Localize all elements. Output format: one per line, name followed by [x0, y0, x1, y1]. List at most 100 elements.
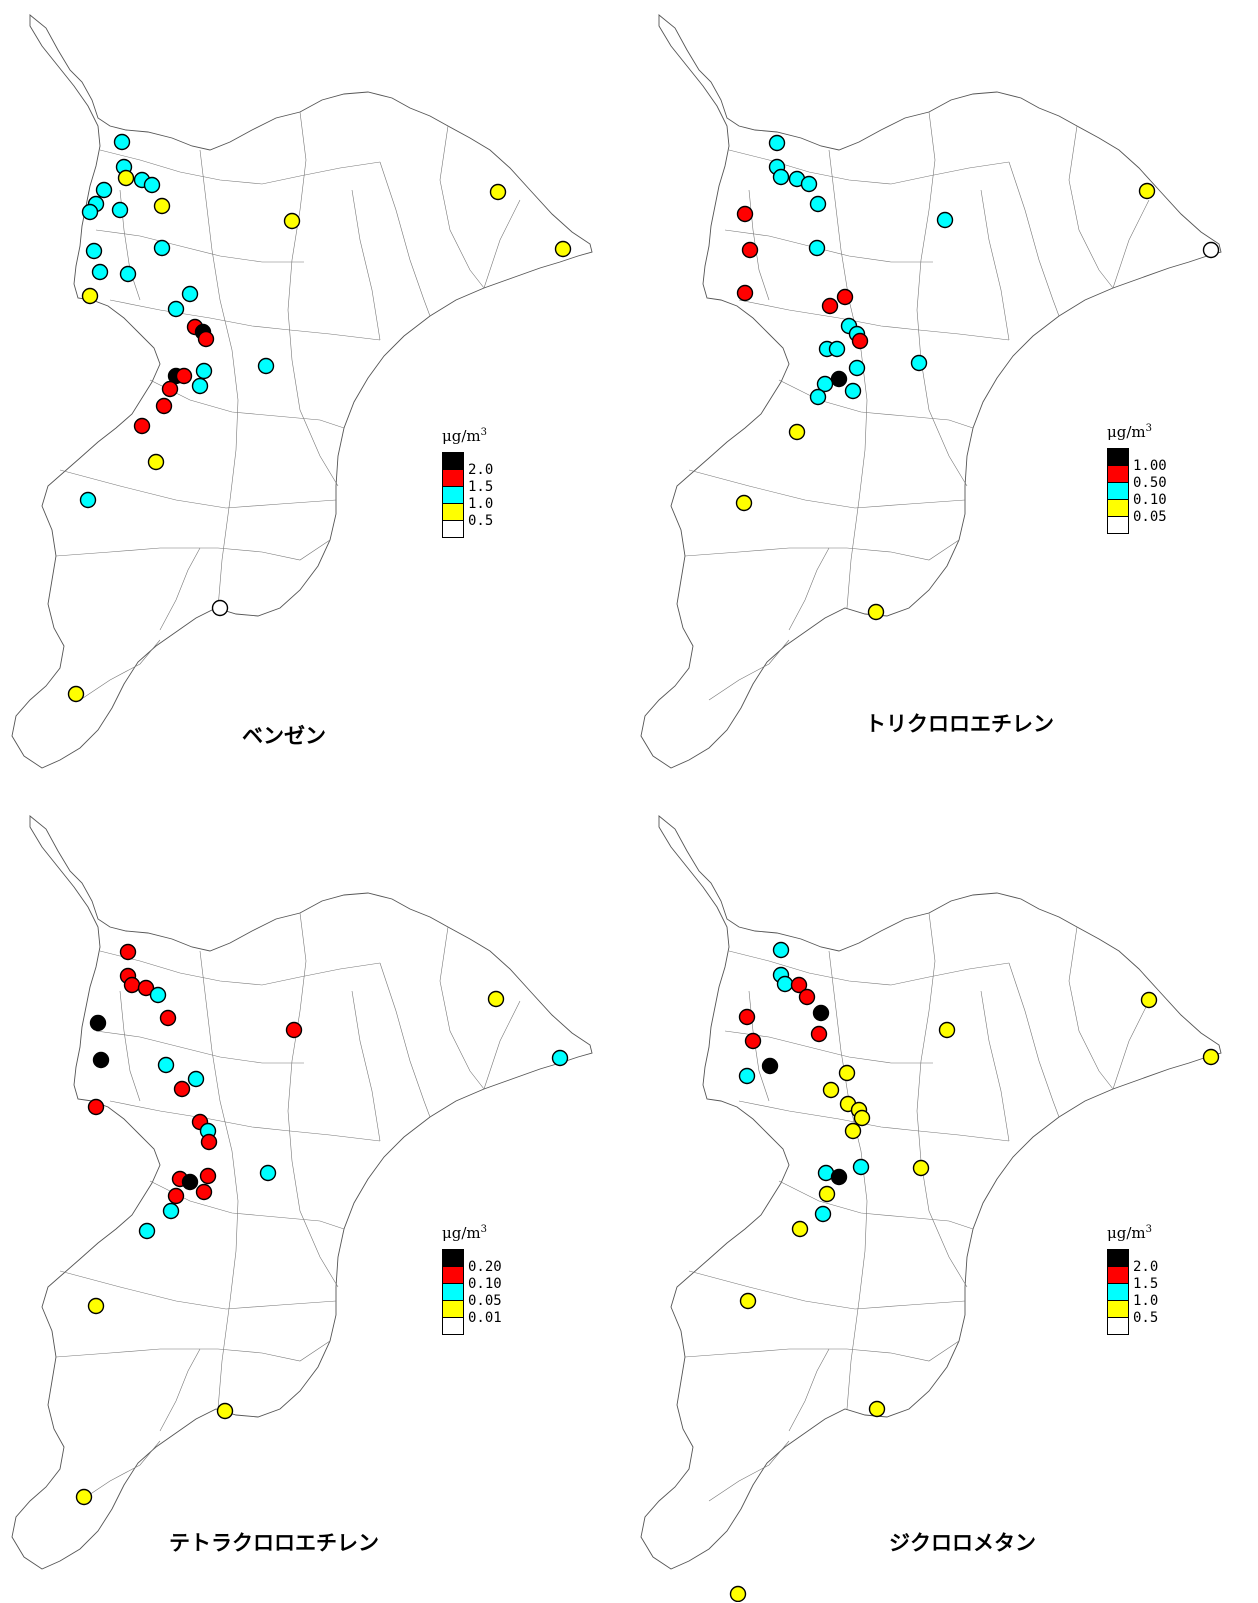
- monitoring-station-marker: [774, 943, 789, 958]
- map-title-trichloroethylene: トリクロロエチレン: [865, 708, 1054, 738]
- monitoring-station-marker: [556, 242, 571, 257]
- monitoring-station-marker: [832, 1170, 847, 1185]
- legend-label: 1.0: [468, 496, 493, 513]
- monitoring-station-marker: [157, 399, 172, 414]
- legend-unit: μg/m3: [1107, 423, 1152, 441]
- monitoring-station-marker: [285, 214, 300, 229]
- legend-swatch: [442, 486, 464, 504]
- legend-labels: 1.00 0.50 0.10 0.05: [1133, 458, 1167, 526]
- monitoring-station-marker: [840, 1066, 855, 1081]
- legend-swatch: [442, 1249, 464, 1267]
- legend-labels: 2.0 1.5 1.0 0.5: [1133, 1259, 1158, 1327]
- monitoring-station-marker: [869, 605, 884, 620]
- legend-swatch: [1107, 448, 1129, 466]
- monitoring-station-marker: [193, 379, 208, 394]
- map-title-tetrachloroethylene: テトラクロロエチレン: [169, 1527, 379, 1557]
- monitoring-station-marker: [201, 1169, 216, 1184]
- legend-swatches: [1107, 1250, 1129, 1335]
- legend-label: 0.20: [468, 1259, 502, 1276]
- monitoring-station-marker: [91, 1016, 106, 1031]
- monitoring-station-marker: [738, 286, 753, 301]
- map-title-benzene: ベンゼン: [242, 720, 326, 750]
- legend-swatch: [442, 1283, 464, 1301]
- monitoring-station-marker: [553, 1051, 568, 1066]
- monitoring-station-marker: [197, 1185, 212, 1200]
- legend-swatch: [1107, 1249, 1129, 1267]
- monitoring-station-marker: [145, 178, 160, 193]
- monitoring-station-marker: [738, 207, 753, 222]
- map-panel-benzene: ベンゼン μg/m3 2.0 1.5 1.0 0.5: [0, 0, 629, 801]
- monitoring-station-marker: [189, 1072, 204, 1087]
- legend-label: 1.0: [1133, 1293, 1158, 1310]
- map-panel-dichloromethane: ジクロロメタン μg/m3 2.0 1.5 1.0 0.5: [629, 801, 1258, 1602]
- monitoring-station-marker: [218, 1404, 233, 1419]
- monitoring-station-marker: [175, 1082, 190, 1097]
- monitoring-station-marker: [746, 1034, 761, 1049]
- legend-labels: 2.0 1.5 1.0 0.5: [468, 462, 493, 530]
- legend-label: 1.5: [468, 479, 493, 496]
- legend-unit: μg/m3: [442, 427, 487, 445]
- monitoring-station-marker: [161, 1011, 176, 1026]
- monitoring-station-marker: [94, 1053, 109, 1068]
- legend-label: 0.10: [1133, 492, 1167, 509]
- monitoring-station-marker: [491, 185, 506, 200]
- monitoring-station-marker: [814, 1006, 829, 1021]
- monitoring-station-marker: [763, 1059, 778, 1074]
- monitoring-station-marker: [820, 1187, 835, 1202]
- legend-swatch: [1107, 1300, 1129, 1318]
- monitoring-station-marker: [1204, 243, 1219, 258]
- monitoring-station-marker: [850, 361, 865, 376]
- monitoring-station-marker: [77, 1490, 92, 1505]
- monitoring-station-marker: [854, 1160, 869, 1175]
- monitoring-station-marker: [740, 1069, 755, 1084]
- monitoring-station-marker: [770, 136, 785, 151]
- monitoring-station-marker: [97, 183, 112, 198]
- monitoring-station-marker: [737, 496, 752, 511]
- monitoring-station-marker: [115, 135, 130, 150]
- legend-label: 2.0: [1133, 1259, 1158, 1276]
- monitoring-station-marker: [183, 287, 198, 302]
- monitoring-station-marker: [121, 945, 136, 960]
- monitoring-station-marker: [183, 1175, 198, 1190]
- legend-swatch: [1107, 1317, 1129, 1335]
- legend-label: 1.00: [1133, 458, 1167, 475]
- monitoring-station-marker: [149, 455, 164, 470]
- map-title-dichloromethane: ジクロロメタン: [889, 1527, 1036, 1557]
- prefecture-map-tetrachloroethylene: [0, 801, 629, 1602]
- monitoring-station-marker: [1204, 1050, 1219, 1065]
- monitoring-station-marker: [164, 1204, 179, 1219]
- monitoring-station-marker: [489, 992, 504, 1007]
- legend-swatch: [442, 452, 464, 470]
- legend-label: 0.05: [468, 1293, 502, 1310]
- monitoring-station-marker: [830, 342, 845, 357]
- monitoring-station-marker: [914, 1161, 929, 1176]
- legend-swatch: [442, 503, 464, 521]
- legend-label: 2.0: [468, 462, 493, 479]
- legend-swatches: [442, 453, 464, 538]
- monitoring-station-marker: [261, 1166, 276, 1181]
- monitoring-station-marker: [870, 1402, 885, 1417]
- legend-labels: 0.20 0.10 0.05 0.01: [468, 1259, 502, 1327]
- legend-swatch: [1107, 1283, 1129, 1301]
- legend-unit: μg/m3: [1107, 1224, 1152, 1242]
- monitoring-station-marker: [912, 356, 927, 371]
- prefecture-map-dichloromethane: [629, 801, 1258, 1602]
- monitoring-station-marker: [838, 290, 853, 305]
- monitoring-station-marker: [790, 425, 805, 440]
- monitoring-station-marker: [812, 1027, 827, 1042]
- legend-swatch: [1107, 499, 1129, 517]
- legend-swatch: [442, 1317, 464, 1335]
- monitoring-station-marker: [824, 1083, 839, 1098]
- monitoring-station-marker: [113, 203, 128, 218]
- monitoring-station-marker: [125, 978, 140, 993]
- monitoring-station-marker: [93, 265, 108, 280]
- monitoring-station-marker: [810, 241, 825, 256]
- legend-swatch: [442, 1300, 464, 1318]
- monitoring-station-marker: [81, 493, 96, 508]
- monitoring-station-marker: [287, 1023, 302, 1038]
- legend-swatch: [1107, 465, 1129, 483]
- legend-label: 1.5: [1133, 1276, 1158, 1293]
- monitoring-station-marker: [802, 177, 817, 192]
- monitoring-station-marker: [169, 1189, 184, 1204]
- monitoring-station-marker: [1142, 993, 1157, 1008]
